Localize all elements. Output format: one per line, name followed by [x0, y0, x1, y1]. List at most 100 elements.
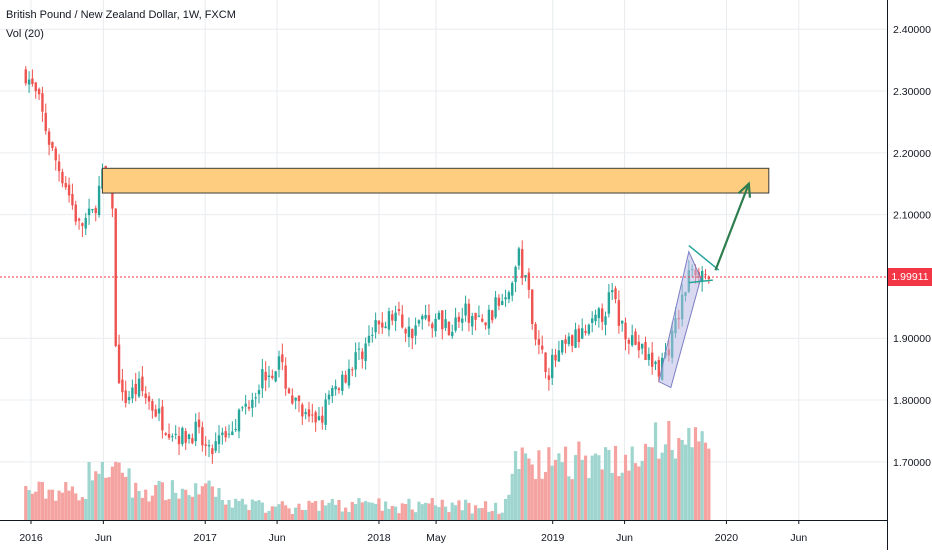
candle-body	[441, 310, 444, 330]
candle-body	[297, 395, 301, 402]
volume-bar	[380, 510, 384, 520]
candle-body	[321, 415, 324, 423]
volume-bar	[600, 469, 604, 520]
volume-bar	[130, 497, 134, 520]
candle-body	[257, 390, 261, 395]
candle-body	[397, 309, 401, 311]
candle-body	[377, 320, 381, 325]
volume-bar	[427, 503, 431, 520]
volume-bar	[227, 499, 231, 520]
candle-body	[47, 131, 51, 145]
volume-bar	[570, 479, 574, 520]
candle-body	[181, 427, 184, 445]
candle-body	[154, 409, 157, 417]
candle-body	[134, 383, 137, 395]
candle-body	[434, 318, 437, 332]
candle-body	[517, 248, 521, 266]
candle-body	[64, 183, 67, 188]
volume-bar	[124, 476, 128, 520]
volume-bar	[117, 462, 121, 520]
candle-body	[707, 276, 711, 279]
volume-bar	[164, 500, 168, 520]
volume-bar	[74, 493, 78, 520]
target-arrow-line	[714, 183, 750, 271]
volume-bar	[294, 507, 298, 520]
volume-bar	[523, 453, 528, 520]
volume-bar	[483, 501, 488, 520]
x-tick-label: May	[426, 532, 447, 544]
candle-body	[507, 292, 511, 300]
volume-bar	[230, 507, 234, 520]
volume-bar	[387, 508, 391, 520]
volume-bar	[437, 507, 441, 520]
volume-bar	[477, 508, 481, 520]
candle-body	[584, 330, 587, 333]
volume-bar	[520, 447, 524, 520]
volume-bar	[543, 471, 548, 520]
candle-body	[61, 171, 64, 184]
volume-bar	[623, 454, 628, 520]
volume-bar	[190, 496, 194, 520]
candle-body	[174, 433, 177, 435]
candle-body	[464, 303, 467, 316]
volume-bar	[563, 446, 568, 520]
volume-bar	[400, 503, 404, 520]
candle-body	[167, 434, 171, 438]
candle-body	[501, 301, 504, 305]
candle-body	[647, 353, 651, 360]
candle-body	[121, 379, 124, 393]
volume-bar	[577, 441, 581, 520]
volume-bar	[77, 500, 81, 520]
volume-bar	[497, 513, 501, 520]
volume-bar	[513, 451, 518, 520]
candle-body	[514, 266, 517, 282]
volume-bar	[693, 427, 698, 520]
volume-bar	[197, 494, 201, 520]
candle-body	[117, 344, 121, 384]
volume-bar	[184, 489, 188, 520]
candle-body	[207, 445, 211, 447]
candle-body	[477, 315, 481, 317]
volume-bar	[167, 499, 171, 520]
y-tick-label: 1.90000	[893, 333, 931, 345]
volume-bar	[194, 483, 198, 520]
candle-body	[387, 311, 391, 330]
volume-bar	[284, 505, 288, 520]
candle-body	[227, 433, 231, 435]
volume-bar	[34, 491, 38, 520]
volume-bar	[527, 458, 531, 520]
candle-body	[551, 354, 554, 379]
candle-body	[467, 303, 471, 323]
volume-bar	[370, 502, 374, 520]
volume-bar	[170, 480, 174, 520]
volume-bar	[260, 502, 264, 520]
candle-body	[617, 300, 621, 326]
volume-bar	[407, 498, 411, 520]
volume-bar	[394, 506, 398, 520]
volume-bar	[550, 465, 554, 520]
candle-body	[437, 312, 441, 320]
volume-bar	[360, 502, 364, 520]
symbol-title[interactable]: British Pound / New Zealand Dollar, 1W, …	[6, 9, 236, 21]
candle-body	[357, 348, 361, 350]
volume-bar	[553, 459, 558, 520]
volume-bar	[510, 473, 514, 520]
candle-body	[37, 88, 41, 95]
candle-body	[231, 431, 234, 436]
candle-body	[347, 368, 351, 386]
x-tick-label: 2019	[541, 532, 565, 544]
volume-bar	[104, 477, 108, 520]
candle-body	[27, 79, 31, 85]
volume-bar	[517, 468, 521, 520]
candle-body	[554, 354, 557, 361]
volume-bar	[150, 495, 154, 520]
candle-body	[84, 217, 87, 229]
volume-bar	[653, 422, 658, 520]
volume-bar	[144, 489, 148, 520]
volume-indicator-label[interactable]: Vol (20)	[6, 28, 44, 40]
candle-body	[650, 352, 654, 367]
candle-body	[577, 328, 581, 343]
volume-bar	[567, 476, 571, 520]
